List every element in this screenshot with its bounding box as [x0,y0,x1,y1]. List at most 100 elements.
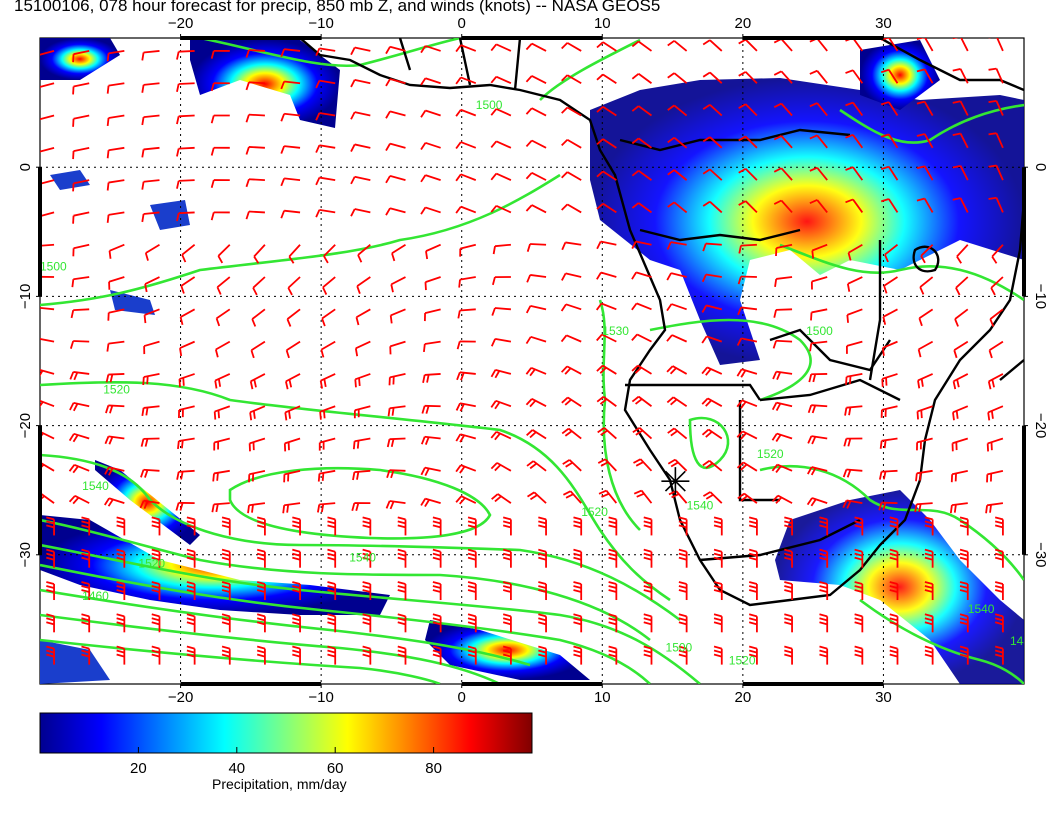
wind-barb [702,136,723,149]
wind-barb [350,78,371,88]
wind-barb [327,516,337,536]
wind-barb [397,613,407,633]
wind-barb [880,198,899,213]
wind-barb [573,581,583,601]
wind-barb [988,132,1004,149]
wind-barb [884,244,899,263]
contour-line [40,588,531,667]
wind-barb [819,548,829,568]
wind-barb [256,548,266,568]
wind-barb [526,243,547,252]
wind-barb [596,271,617,280]
wind-barb [573,516,583,536]
wind-barb [245,146,265,155]
madagascar [999,359,1024,381]
wind-barb [748,548,758,568]
wind-barb [467,548,477,568]
wind-barb [701,335,723,344]
wind-barb [287,276,301,296]
wind-barb [643,645,653,665]
wind-barb [701,428,723,440]
station-marker [661,467,690,496]
wind-barb [845,69,864,84]
wind-barb [956,244,969,264]
colorbar-label: Precipitation, mm/day [212,776,347,792]
wind-barb [245,113,265,123]
wind-barb [106,50,125,62]
wind-barb [455,141,477,150]
wind-barb [806,497,828,507]
wind-barb [144,276,160,293]
wind-barb [322,276,336,295]
wind-barb [141,211,160,223]
wind-barb [467,613,477,633]
wind-barb [72,211,90,224]
wind-barb [561,42,582,52]
wind-barb [104,435,125,445]
wind-barb [221,548,231,568]
wind-barb [846,308,863,323]
wind-barb [950,469,968,483]
wind-barb [854,613,864,633]
wind-barb [573,613,583,633]
wind-barb [914,502,933,513]
wind-barb [989,308,1004,327]
wind-barb [256,645,266,665]
contour-label: 1500 [806,324,833,338]
wind-barb [701,273,722,283]
wind-barb [560,334,582,343]
wind-barb [321,308,336,327]
wind-barb [249,405,266,421]
wind-barb [432,613,442,633]
wind-barb [596,73,617,84]
wind-barb [633,458,653,472]
precip-area-west-africa-north [40,38,120,80]
wind-barb [608,613,618,633]
wind-barb [952,373,969,390]
wind-barb [176,211,195,222]
lat-tick-label-left: −30 [17,542,34,567]
height-contours [40,38,1024,684]
wind-barb [959,645,969,665]
wind-barb [738,103,758,117]
wind-barb [738,38,758,52]
wind-barb [186,516,196,536]
wind-barb [40,82,55,88]
contour-label: 1520 [729,654,756,668]
contour-line [40,638,441,684]
wind-barb [350,208,371,217]
wind-barb [69,401,90,412]
wind-barb [631,271,652,280]
wind-barb [362,516,372,536]
wind-barb [737,306,758,316]
wind-barb [107,308,125,321]
lon-tick-label-top: 0 [458,15,466,32]
wind-barb [631,240,652,249]
wind-barb [350,111,371,120]
wind-barb [432,581,442,601]
wind-barb [467,645,477,665]
wind-barb [212,469,230,482]
wind-barb [889,613,899,633]
wind-barb [46,548,55,568]
wind-barb [81,516,91,536]
wind-barb [526,274,547,283]
wind-barb [678,613,688,633]
wind-barb [116,516,126,536]
wind-barb [919,276,934,295]
wind-barb [667,40,688,52]
wind-barb [643,581,653,601]
contour-line [40,518,651,642]
wind-barb [631,395,653,407]
wind-barb [106,82,125,94]
wind-barb [949,502,968,514]
wind-barb [216,276,231,295]
wind-barb [596,364,617,375]
wind-barb [424,276,441,291]
wind-barb [213,405,231,420]
wind-barb [420,206,441,215]
wind-barb [819,645,829,665]
contour-line [779,243,1024,302]
wind-barb [327,548,337,568]
